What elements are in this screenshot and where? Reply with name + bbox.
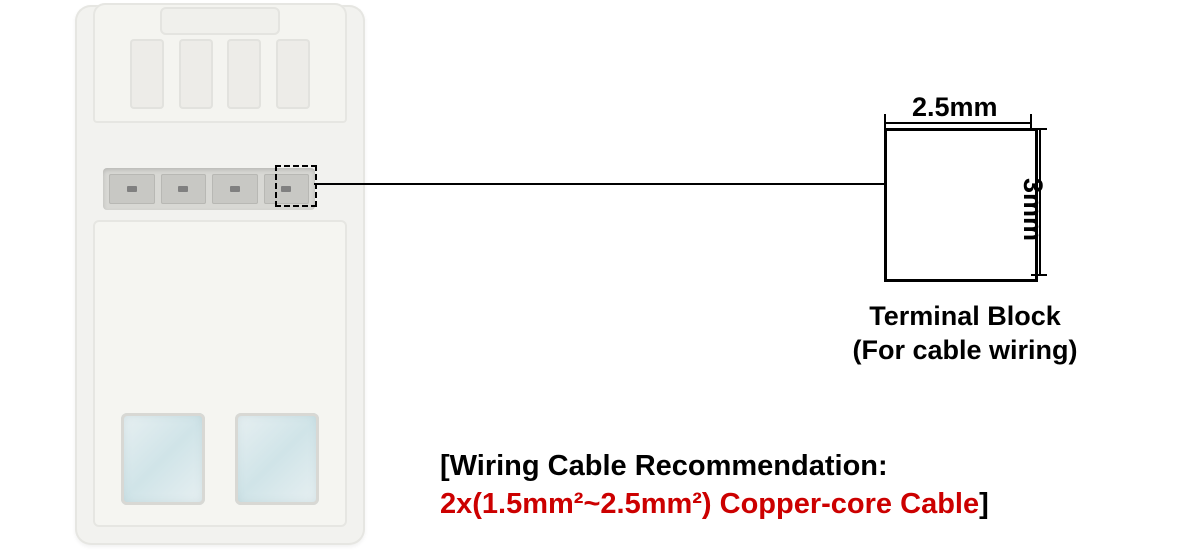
recommendation-red-text: 2x(1.5mm²~2.5mm²) Copper-core Cable xyxy=(440,488,979,520)
dimension-square xyxy=(884,128,1038,282)
width-dimension-label: 2.5mm xyxy=(912,92,998,123)
terminal-slot xyxy=(161,174,207,204)
height-dimension-tick xyxy=(1031,128,1047,130)
recommendation-line-1: [Wiring Cable Recommendation: xyxy=(440,448,888,486)
recommendation-prefix: [Wiring Cable Recommendation: xyxy=(440,450,888,482)
cap-vent xyxy=(276,39,310,109)
terminal-slot xyxy=(109,174,155,204)
caption-line-2: (For cable wiring) xyxy=(852,335,1077,365)
recommendation-line-2: 2x(1.5mm²~2.5mm²) Copper-core Cable] xyxy=(440,486,989,524)
device-top-cap xyxy=(93,3,347,123)
device-window-left xyxy=(121,413,205,505)
terminal-slot xyxy=(212,174,258,204)
cap-vent xyxy=(179,39,213,109)
device-window-right xyxy=(235,413,319,505)
device-cap-notch xyxy=(160,7,280,35)
terminal-block-caption: Terminal Block (For cable wiring) xyxy=(835,300,1095,368)
width-dimension-tick xyxy=(884,114,886,130)
callout-line xyxy=(314,183,884,186)
device-body xyxy=(93,220,347,527)
height-dimension-tick xyxy=(1031,274,1047,276)
cap-vent xyxy=(227,39,261,109)
recommendation-suffix: ] xyxy=(979,488,989,520)
selection-dashed-box xyxy=(275,165,317,207)
caption-line-1: Terminal Block xyxy=(869,301,1061,331)
cap-vent xyxy=(130,39,164,109)
height-dimension-label: 3mm xyxy=(1017,178,1048,241)
device-cap-vents xyxy=(130,39,310,109)
device-module xyxy=(75,5,365,545)
